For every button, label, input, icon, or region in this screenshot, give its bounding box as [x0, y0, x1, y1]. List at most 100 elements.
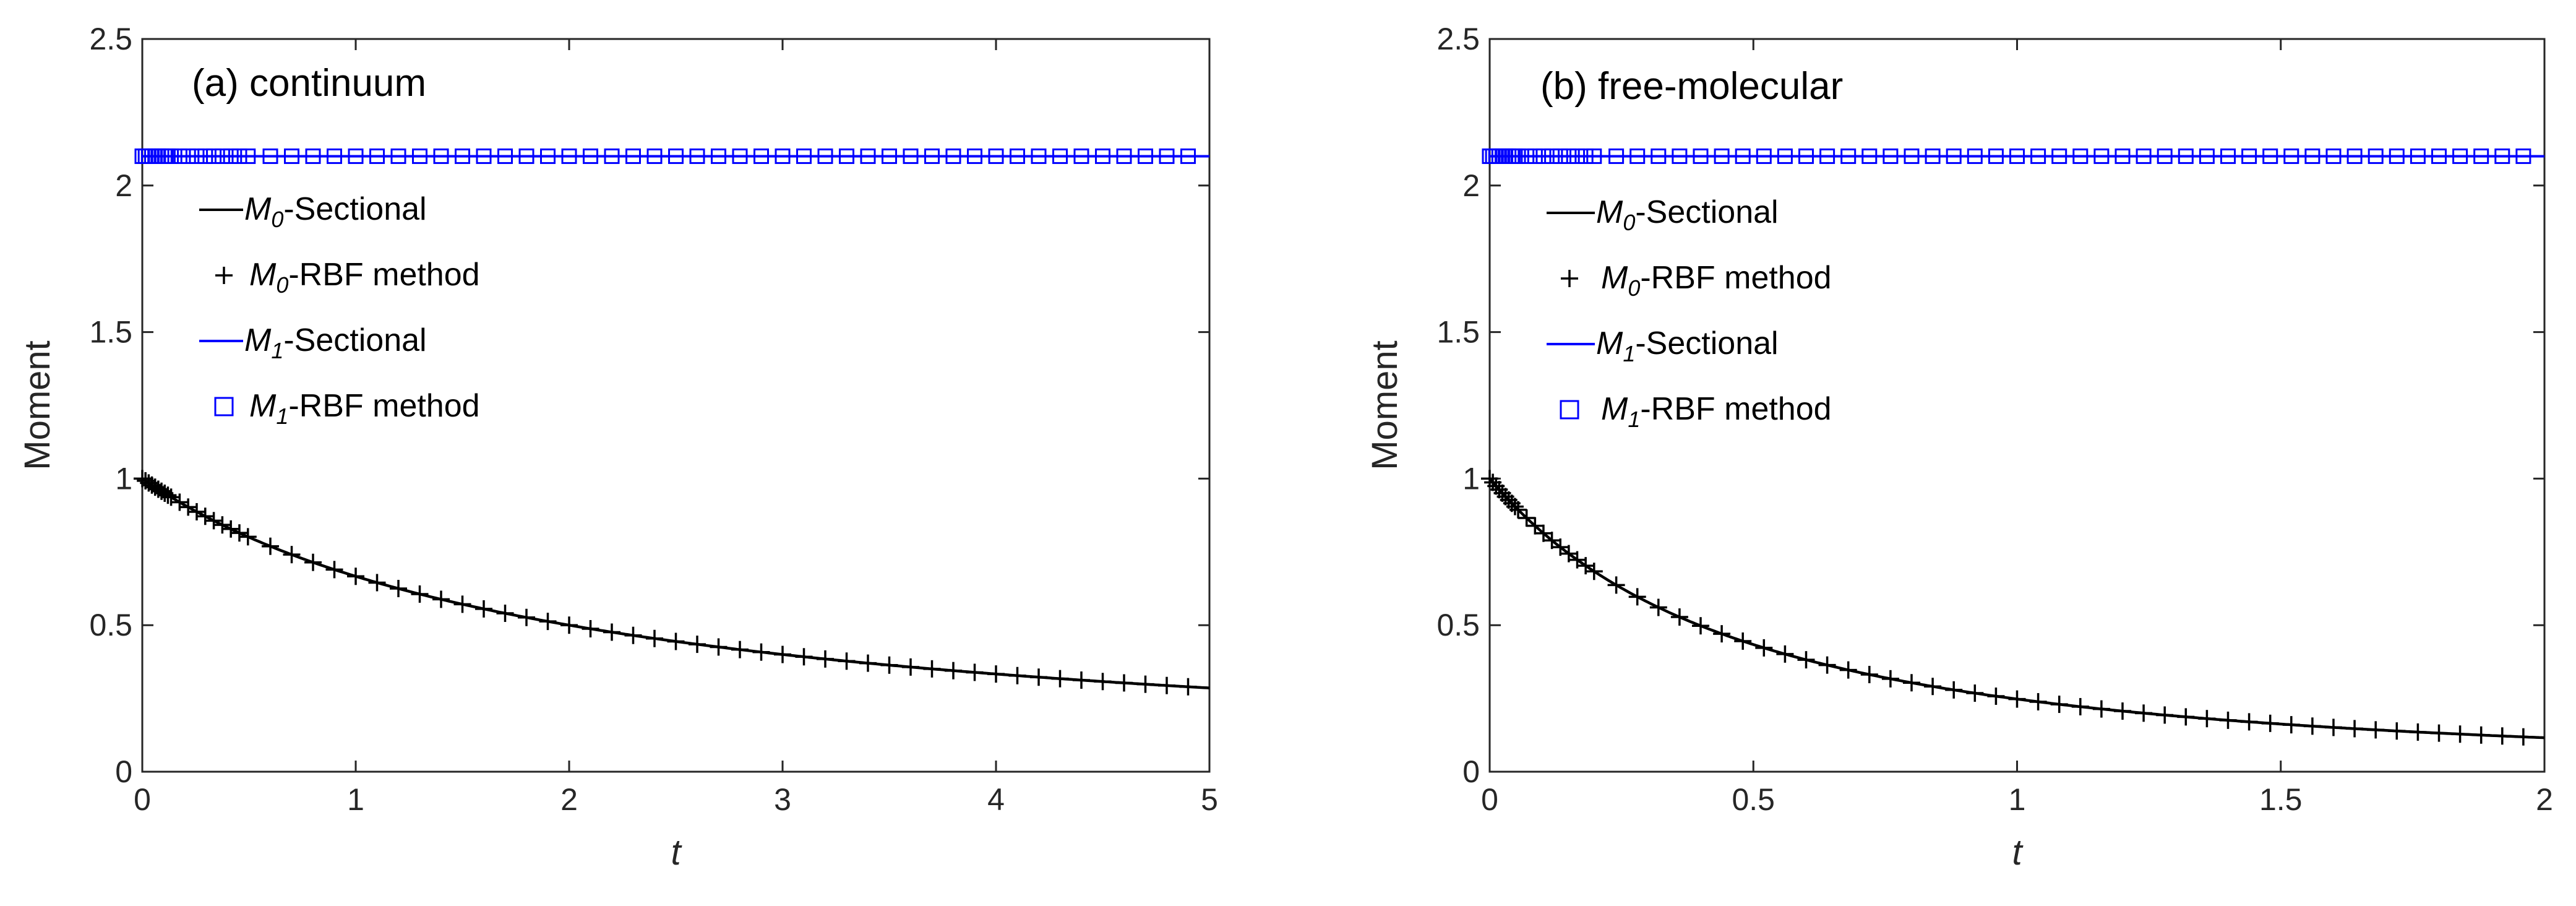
marker-m1-rbf-square	[1988, 148, 2004, 164]
y-tick-label: 1	[1462, 461, 1480, 496]
legend-suffix: -Sectional	[283, 322, 426, 358]
marker-m1-rbf-square	[497, 148, 513, 164]
marker-m0-rbf-plus	[2050, 696, 2068, 714]
marker-m1-rbf-square	[1180, 148, 1196, 164]
marker-m1-rbf-square	[561, 148, 577, 164]
marker-m0-rbf-plus	[222, 520, 240, 538]
marker-m0-rbf-plus	[1136, 675, 1154, 693]
marker-m1-rbf-square	[604, 148, 620, 164]
marker-m1-rbf-square	[1861, 148, 1878, 164]
marker-m1-rbf-square	[903, 148, 919, 164]
marker-m0-rbf-plus	[774, 645, 791, 663]
marker-m0-rbf-plus	[2177, 708, 2195, 726]
marker-m0-rbf-plus	[838, 652, 856, 670]
marker-m0-rbf-plus	[646, 629, 663, 647]
legend-symbol: M	[244, 322, 272, 358]
marker-m1-rbf-square	[476, 148, 492, 164]
marker-m0-rbf-plus	[945, 662, 962, 680]
marker-m1-rbf-square	[197, 148, 213, 164]
marker-m1-rbf-square	[369, 148, 385, 164]
marker-m0-rbf-plus	[560, 616, 578, 634]
marker-m1-rbf-square	[1756, 148, 1772, 164]
marker-m0-rbf-plus	[603, 623, 620, 641]
y-tick-label: 0.5	[89, 608, 132, 642]
marker-m1-rbf-square	[2114, 148, 2131, 164]
marker-m1-rbf-square	[753, 148, 769, 164]
legend-symbol: M	[1596, 326, 1623, 361]
marker-m1-rbf-square	[1073, 148, 1089, 164]
marker-m1-rbf-square	[2304, 148, 2321, 164]
marker-m0-rbf-plus	[1797, 651, 1815, 669]
x-tick-label: 3	[774, 782, 791, 817]
marker-m0-rbf-plus	[710, 638, 728, 656]
marker-m0-rbf-plus	[368, 574, 386, 592]
marker-m0-rbf-plus	[795, 648, 813, 666]
marker-m1-rbf-square	[2283, 148, 2299, 164]
marker-m0-rbf-plus	[1607, 576, 1625, 594]
marker-m0-rbf-plus	[1755, 639, 1773, 657]
marker-m1-rbf-square	[924, 148, 940, 164]
legend-suffix: -RBF method	[1640, 391, 1831, 427]
marker-m1-rbf-square	[1552, 148, 1568, 164]
marker-m1-rbf-square	[1561, 148, 1577, 164]
legend-symbol: M	[244, 191, 272, 227]
marker-m1-rbf-square	[1693, 148, 1709, 164]
legend-symbol: M	[249, 388, 277, 424]
x-tick-label: 1	[2009, 782, 2026, 817]
marker-m1-rbf-square	[2030, 148, 2046, 164]
marker-m0-rbf-plus	[2282, 716, 2300, 734]
legend-entry-label: M0-Sectional	[244, 191, 427, 232]
panel-b-free-molecular: 0 0.5 1 1.5 2 0 0.5 1 1.5 2 2.5 t Moment (b) free-mol…	[1365, 22, 2553, 873]
marker-m0-rbf-plus	[1179, 678, 1197, 696]
legend-subscript: 0	[1623, 210, 1635, 235]
marker-m1-rbf-square	[540, 148, 556, 164]
marker-m1-rbf-square	[796, 148, 812, 164]
marker-m0-rbf-plus	[159, 486, 177, 504]
x-tick-label: 5	[1201, 782, 1218, 817]
marker-m0-rbf-plus	[667, 632, 685, 650]
marker-m0-rbf-plus	[1073, 671, 1090, 689]
marker-m1-rbf-square	[2515, 148, 2531, 164]
marker-m1-rbf-square	[1608, 148, 1625, 164]
marker-m1-rbf-square	[1569, 148, 1586, 164]
marker-m1-rbf-square	[882, 148, 897, 164]
marker-m0-rbf-plus	[1860, 665, 1878, 683]
legend-entry-label: M0-RBF method	[1601, 260, 1832, 301]
marker-m0-rbf-plus	[817, 650, 834, 668]
marker-m1-rbf-square	[163, 148, 179, 164]
x-tick-label: 0.5	[1732, 782, 1775, 817]
marker-m0-rbf-plus	[1585, 563, 1603, 580]
marker-m0-rbf-plus	[2261, 714, 2279, 732]
marker-m0-rbf-plus	[2493, 727, 2511, 745]
marker-m1-rbf-square	[2051, 148, 2067, 164]
marker-m0-rbf-plus	[2008, 690, 2026, 708]
marker-m1-rbf-square	[1519, 148, 1535, 164]
x-tick-label: 0	[1481, 782, 1498, 817]
marker-m1-rbf-square	[171, 148, 187, 164]
marker-m0-rbf-plus	[304, 553, 322, 571]
marker-m0-rbf-plus	[179, 498, 197, 516]
marker-m1-rbf-square	[775, 148, 791, 164]
legend-subscript: 0	[1628, 275, 1640, 301]
series-m0-sectional-line	[141, 477, 1210, 689]
marker-m1-rbf-square	[2093, 148, 2110, 164]
marker-m1-rbf-square	[223, 148, 239, 164]
marker-m0-rbf-plus	[1966, 684, 1984, 702]
x-axis-label: t	[671, 832, 682, 873]
marker-m0-rbf-plus	[1526, 517, 1544, 535]
marker-m1-rbf-square	[1052, 148, 1068, 164]
marker-m1-rbf-square	[348, 148, 364, 164]
marker-m0-rbf-plus	[539, 613, 557, 631]
x-axis-label: t	[2012, 832, 2024, 873]
marker-m1-rbf-square	[390, 148, 406, 164]
axes-box	[141, 38, 1211, 773]
marker-m1-rbf-square	[2494, 148, 2510, 164]
y-tick-label: 0.5	[1436, 608, 1480, 642]
x-tick-label: 2	[2536, 782, 2553, 817]
marker-m0-rbf-plus	[2071, 697, 2089, 715]
marker-m0-rbf-plus	[2388, 722, 2406, 740]
marker-m1-rbf-square	[1544, 148, 1560, 164]
legend-entry-label: M1-RBF method	[249, 388, 480, 429]
marker-m0-rbf-plus	[205, 512, 223, 530]
